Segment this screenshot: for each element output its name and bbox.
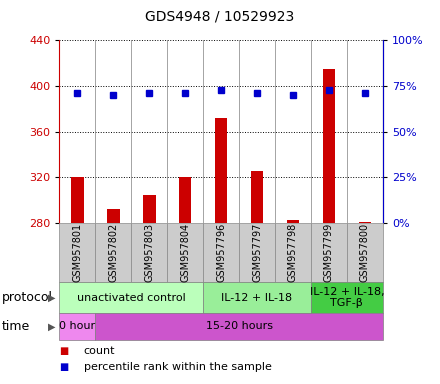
Text: GSM957796: GSM957796	[216, 223, 226, 282]
Text: GSM957798: GSM957798	[288, 223, 298, 282]
Bar	[107, 209, 120, 223]
Text: ▶: ▶	[48, 293, 55, 303]
Text: ■: ■	[59, 362, 69, 372]
Bar	[71, 177, 84, 223]
Text: ■: ■	[59, 346, 69, 356]
Text: GSM957799: GSM957799	[324, 223, 334, 282]
Bar	[287, 220, 299, 223]
Bar	[251, 171, 263, 223]
Text: GSM957803: GSM957803	[144, 223, 154, 282]
Text: GSM957797: GSM957797	[252, 223, 262, 282]
Text: IL-12 + IL-18,
TGF-β: IL-12 + IL-18, TGF-β	[310, 287, 384, 308]
Text: ▶: ▶	[48, 321, 55, 331]
Bar	[143, 195, 155, 223]
Bar	[179, 177, 191, 223]
Text: percentile rank within the sample: percentile rank within the sample	[84, 362, 271, 372]
Bar	[359, 222, 371, 223]
Text: unactivated control: unactivated control	[77, 293, 186, 303]
Text: count: count	[84, 346, 115, 356]
Text: GSM957800: GSM957800	[360, 223, 370, 282]
Bar	[215, 118, 227, 223]
Text: GSM957801: GSM957801	[72, 223, 82, 282]
Text: GSM957804: GSM957804	[180, 223, 190, 282]
Text: protocol: protocol	[2, 291, 53, 304]
Text: time: time	[2, 320, 30, 333]
Text: GDS4948 / 10529923: GDS4948 / 10529923	[145, 10, 295, 23]
Text: 0 hour: 0 hour	[59, 321, 95, 331]
Text: IL-12 + IL-18: IL-12 + IL-18	[221, 293, 293, 303]
Bar	[323, 69, 335, 223]
Text: GSM957802: GSM957802	[108, 223, 118, 282]
Text: 15-20 hours: 15-20 hours	[205, 321, 272, 331]
